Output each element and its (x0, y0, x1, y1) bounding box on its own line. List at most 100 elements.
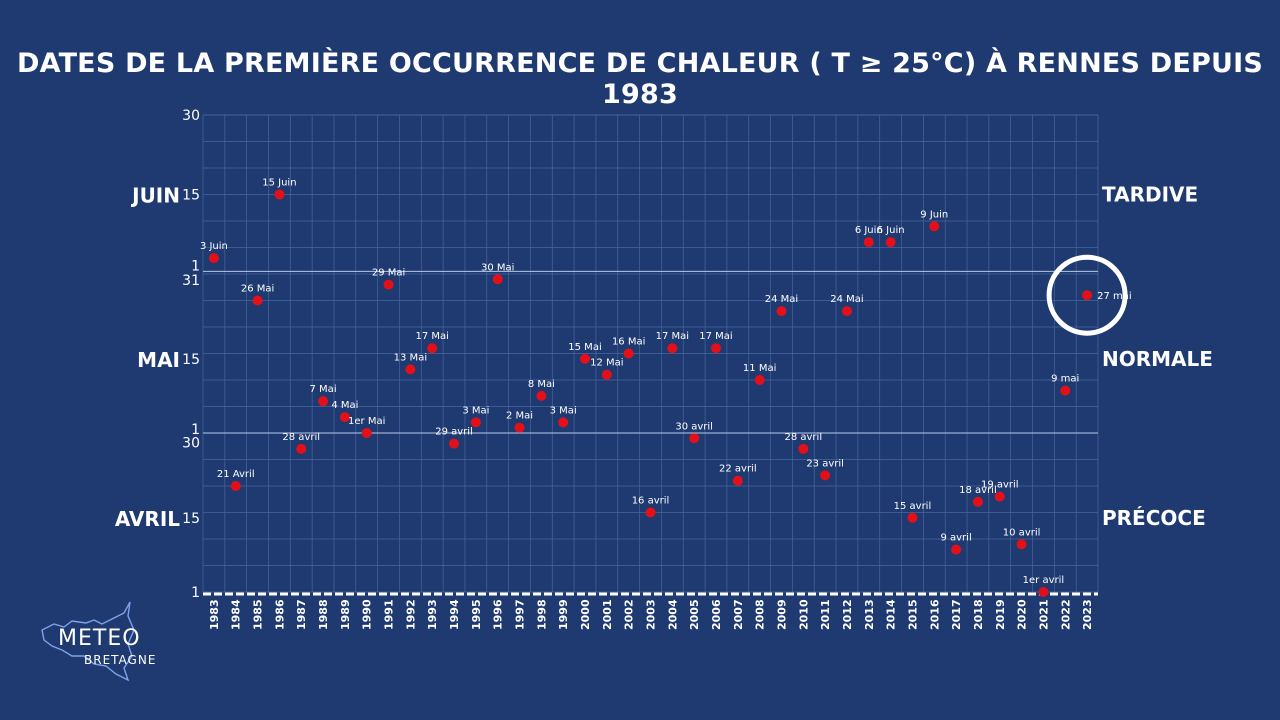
x-tick-label: 2022 (1059, 599, 1072, 630)
data-point (361, 428, 372, 438)
data-label: 6 Juin (877, 225, 905, 236)
data-point (907, 512, 918, 523)
data-point (645, 507, 656, 518)
data-label: 9 mai (1051, 374, 1079, 385)
y-tick-label: 30 (182, 435, 200, 451)
data-label: 21 Avril (217, 469, 255, 480)
y-tick-label: 15 (182, 352, 200, 368)
x-tick-label: 2002 (623, 599, 636, 630)
logo-sub: BRETAGNE (84, 653, 157, 667)
data-label: 29 Mai (372, 268, 405, 279)
data-label: 1er Mai (348, 416, 385, 427)
data-point (841, 306, 852, 317)
data-point (230, 481, 241, 491)
x-tick-label: 1992 (404, 599, 417, 630)
data-label: 10 avril (1003, 527, 1041, 538)
x-tick-label: 2013 (863, 599, 876, 630)
data-label: 13 Mai (394, 352, 427, 363)
data-point (623, 348, 634, 359)
data-point (580, 353, 591, 364)
y-tick-label: 1 (191, 585, 200, 601)
data-label: 9 Juin (920, 209, 948, 220)
y-tick-label: 15 (182, 188, 200, 204)
data-point (1038, 587, 1049, 597)
x-tick-label: 2008 (754, 599, 767, 630)
data-label: 1er avril (1023, 575, 1065, 586)
x-tick-label: 1987 (295, 599, 308, 630)
x-tick-label: 2012 (841, 599, 854, 630)
data-label: 29 avril (435, 427, 473, 438)
data-point (252, 295, 263, 306)
x-tick-label: 1984 (230, 599, 243, 630)
data-label: 24 Mai (765, 294, 798, 305)
data-point (710, 343, 721, 354)
x-tick-label: 1996 (492, 599, 505, 630)
brittany-map-icon (41, 601, 135, 682)
y-tick-label: 1 (191, 422, 200, 438)
data-label: 24 Mai (830, 294, 863, 305)
data-label: 22 avril (719, 464, 757, 475)
data-point (558, 417, 569, 428)
data-label: 30 Mai (481, 262, 514, 273)
data-label: 3 Mai (462, 405, 489, 416)
data-point (470, 417, 481, 428)
data-point (1016, 539, 1027, 550)
data-point (274, 189, 285, 200)
y-tick-label: 15 (182, 511, 200, 527)
x-tick-label: 1988 (317, 599, 330, 630)
period-label: PRÉCOCE (1102, 506, 1206, 530)
data-label: 17 Mai (699, 331, 732, 342)
x-tick-label: 2005 (688, 599, 701, 630)
data-point (667, 343, 678, 354)
data-label: 2 Mai (506, 411, 533, 422)
x-tick-label: 2007 (732, 599, 745, 630)
x-tick-label: 2021 (1037, 599, 1050, 630)
highlight-circle (1046, 254, 1128, 336)
data-point (689, 433, 700, 444)
y-tick-label: 30 (182, 108, 200, 124)
data-point (427, 343, 438, 354)
data-label: 15 Juin (262, 178, 296, 189)
x-tick-label: 2023 (1081, 599, 1094, 630)
data-label: 28 avril (282, 432, 320, 443)
data-point (318, 396, 329, 407)
x-tick-label: 2019 (994, 599, 1007, 630)
data-label: 23 avril (806, 458, 844, 469)
y-tick-label: 1 (191, 259, 200, 275)
data-label: 16 avril (632, 496, 670, 507)
data-point (405, 364, 416, 375)
data-point (296, 443, 307, 454)
x-tick-label: 2014 (885, 599, 898, 630)
x-tick-label: 1995 (470, 599, 483, 630)
data-point (339, 412, 350, 423)
data-point (601, 369, 612, 380)
x-tick-label: 1993 (426, 599, 439, 630)
x-tick-label: 2017 (950, 599, 963, 630)
data-point (514, 422, 525, 433)
data-point (820, 470, 831, 481)
data-label: 28 avril (784, 432, 822, 443)
data-point (383, 279, 394, 290)
x-tick-label: 1997 (514, 599, 527, 630)
data-label: 3 Mai (550, 405, 577, 416)
x-tick-label: 2010 (797, 599, 810, 630)
data-label: 17 Mai (656, 331, 689, 342)
data-label: 12 Mai (590, 358, 623, 369)
data-label: 6 Juin (855, 225, 883, 236)
data-point (929, 221, 940, 232)
x-tick-label: 1990 (361, 599, 374, 630)
y-tick-label: 31 (182, 273, 200, 289)
x-tick-label: 2016 (928, 599, 941, 630)
x-tick-label: 1986 (273, 599, 286, 630)
x-tick-label: 1994 (448, 599, 461, 630)
data-label: 15 avril (894, 501, 932, 512)
x-tick-label: 2018 (972, 599, 985, 630)
data-label: 26 Mai (241, 284, 274, 295)
x-tick-label: 2020 (1016, 599, 1029, 630)
data-point (208, 253, 219, 264)
period-label: TARDIVE (1102, 183, 1198, 207)
data-point (972, 496, 983, 507)
data-point (776, 306, 787, 317)
x-tick-label: 2006 (710, 599, 723, 630)
